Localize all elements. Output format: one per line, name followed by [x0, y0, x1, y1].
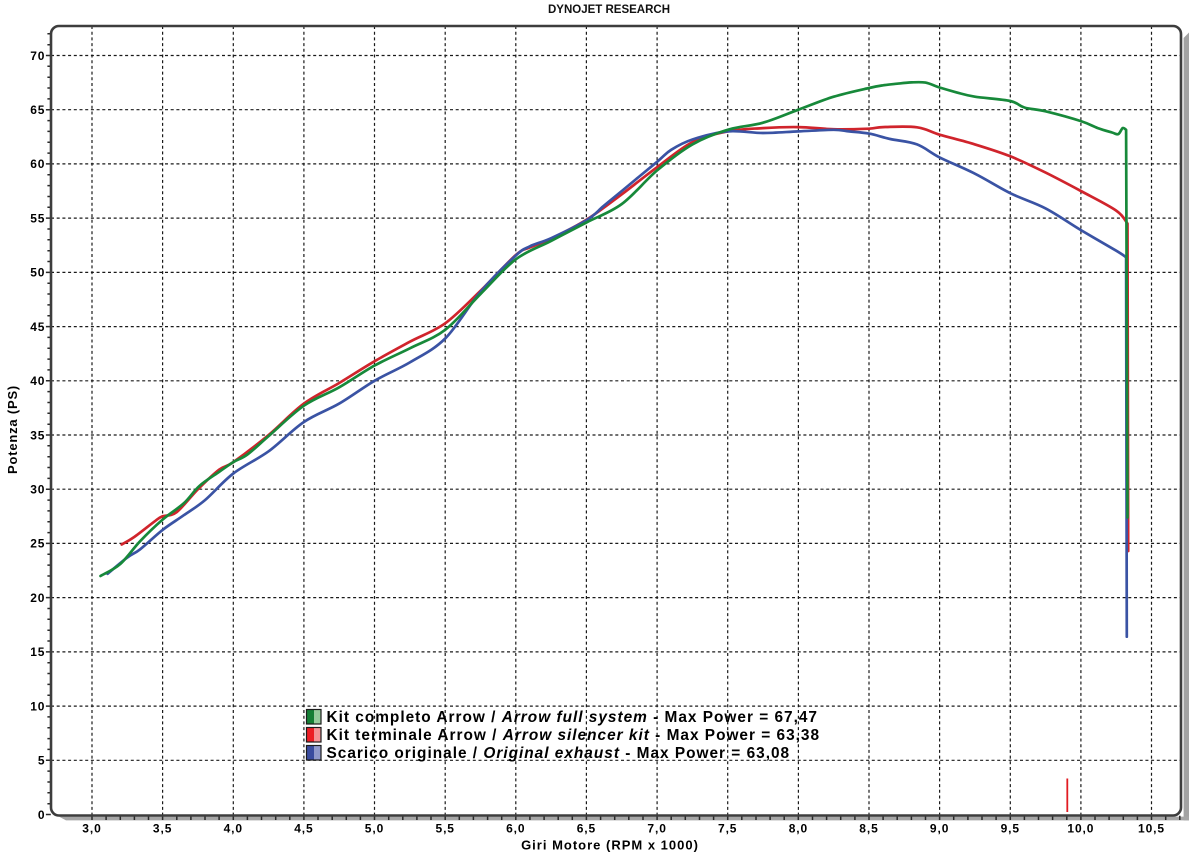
svg-text:7,5: 7,5 [718, 821, 737, 835]
svg-text:25: 25 [30, 537, 45, 551]
svg-text:3,5: 3,5 [153, 821, 172, 835]
svg-text:5: 5 [38, 754, 46, 768]
svg-text:20: 20 [30, 591, 45, 605]
svg-text:65: 65 [30, 103, 45, 117]
svg-text:6,5: 6,5 [577, 821, 596, 835]
svg-text:10: 10 [30, 699, 45, 713]
svg-text:10,0: 10,0 [1067, 821, 1094, 835]
svg-text:6,0: 6,0 [506, 821, 525, 835]
svg-text:60: 60 [30, 157, 45, 171]
svg-text:10,5: 10,5 [1138, 821, 1165, 835]
svg-text:9,0: 9,0 [930, 821, 949, 835]
svg-text:30: 30 [30, 483, 45, 497]
svg-text:Kit completo Arrow / Arrow ful: Kit completo Arrow / Arrow full system -… [327, 709, 819, 726]
svg-text:8,5: 8,5 [859, 821, 878, 835]
svg-text:0: 0 [38, 808, 46, 822]
svg-text:40: 40 [30, 374, 45, 388]
svg-text:7,0: 7,0 [647, 821, 666, 835]
svg-text:Potenza (PS): Potenza (PS) [5, 385, 20, 474]
svg-text:4,0: 4,0 [224, 821, 243, 835]
svg-text:50: 50 [30, 266, 45, 280]
svg-text:5,5: 5,5 [436, 821, 455, 835]
svg-text:Giri Motore (RPM x 1000): Giri Motore (RPM x 1000) [521, 838, 699, 853]
svg-text:45: 45 [30, 320, 45, 334]
svg-text:3,0: 3,0 [82, 821, 101, 835]
svg-text:35: 35 [30, 428, 45, 442]
svg-text:4,5: 4,5 [294, 821, 313, 835]
svg-text:8,0: 8,0 [789, 821, 808, 835]
svg-text:Kit terminale Arrow / Arrow si: Kit terminale Arrow / Arrow silencer kit… [327, 727, 821, 744]
svg-text:15: 15 [30, 645, 45, 659]
svg-text:DYNOJET RESEARCH: DYNOJET RESEARCH [548, 4, 670, 16]
svg-text:Scarico originale / Original e: Scarico originale / Original exhaust - M… [327, 745, 791, 762]
svg-text:70: 70 [30, 49, 45, 63]
svg-text:9,5: 9,5 [1001, 821, 1020, 835]
svg-text:5,0: 5,0 [365, 821, 384, 835]
svg-text:55: 55 [30, 211, 45, 225]
